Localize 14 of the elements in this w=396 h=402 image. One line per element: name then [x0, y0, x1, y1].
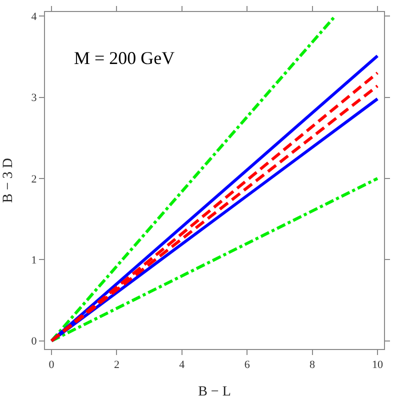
y-tick-label: 0: [31, 336, 38, 348]
y-axis-title: B − 3 D: [0, 158, 16, 203]
x-tick-label: 6: [244, 359, 250, 372]
x-tick-label: 0: [48, 359, 55, 372]
x-axis-title: B − L: [198, 384, 231, 400]
y-tick-label: 4: [31, 10, 38, 23]
y-tick-label: 1: [31, 254, 37, 267]
x-tick-label: 4: [179, 359, 186, 372]
y-tick-label: 2: [31, 173, 37, 186]
x-tick-label: 2: [114, 359, 120, 372]
annotation: M = 200 GeV: [74, 48, 175, 68]
y-tick-label: 3: [31, 92, 38, 104]
x-tick-label: 8: [310, 359, 316, 372]
x-tick-label: 10: [372, 359, 384, 372]
